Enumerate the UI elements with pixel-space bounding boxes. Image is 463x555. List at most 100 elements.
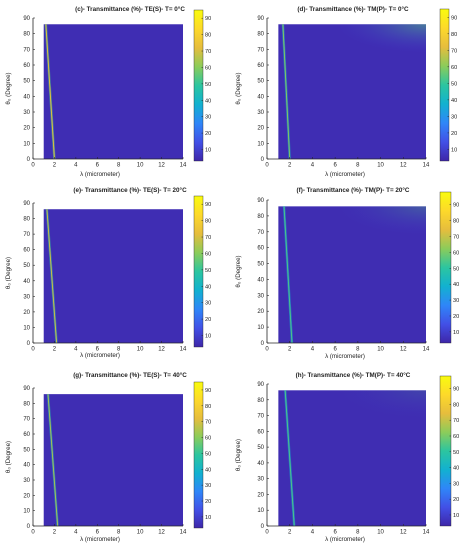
y-axis-label: θ₀ (Degree) xyxy=(5,441,12,473)
y-tick-label: 10 xyxy=(257,141,264,147)
x-tick-label: 0 xyxy=(31,163,35,169)
y-tick-label: 50 xyxy=(23,447,30,453)
y-tick-label: 30 xyxy=(23,478,30,484)
colorbar-tick-label: 90 xyxy=(205,16,211,22)
y-tick-label: 50 xyxy=(257,79,264,85)
y-tick-label: 0 xyxy=(261,524,265,530)
colorbar-tick-label: 20 xyxy=(451,131,457,137)
y-tick-label: 60 xyxy=(23,248,30,254)
y-tick-label: 60 xyxy=(257,429,264,435)
x-axis-label: λ (micrometer) xyxy=(80,536,120,543)
colorbar xyxy=(439,8,450,162)
y-tick-label: 80 xyxy=(257,32,264,38)
colorbar-tick-label: 60 xyxy=(453,250,459,256)
colorbar-tick-label: 40 xyxy=(453,282,459,288)
y-tick-label: 80 xyxy=(257,214,264,220)
x-tick-label: 8 xyxy=(356,347,360,353)
y-tick-label: 60 xyxy=(257,246,264,252)
colorbar-tick-label: 50 xyxy=(205,451,211,457)
panel-h: 0 2 4 6 8 10 12 14 0 10 20 30 40 50 60 70 80 90 (h)- Trans… xyxy=(235,371,459,543)
transmittance-ridge xyxy=(45,24,55,160)
x-tick-label: 0 xyxy=(31,347,35,353)
colorbar-tick-label: 50 xyxy=(453,450,459,456)
y-tick-label: 60 xyxy=(23,63,30,69)
y-tick-label: 70 xyxy=(23,232,30,238)
colorbar-tick-label: 90 xyxy=(453,203,459,209)
y-tick-label: 30 xyxy=(257,477,264,483)
colorbar-tick-label: 50 xyxy=(205,82,211,88)
y-tick-label: 10 xyxy=(23,141,30,147)
x-tick-label: 12 xyxy=(400,530,407,536)
x-tick-label: 4 xyxy=(311,347,315,353)
colorbar-tick-label: 30 xyxy=(205,301,211,307)
x-tick-label: 0 xyxy=(265,163,269,169)
colorbar-tick-label: 40 xyxy=(205,98,211,104)
y-tick-label: 30 xyxy=(257,110,264,116)
colorbar xyxy=(193,9,204,162)
x-tick-label: 0 xyxy=(265,347,269,353)
colorbar-tick-label: 80 xyxy=(453,219,459,225)
y-tick-label: 90 xyxy=(23,386,30,392)
x-tick-label: 6 xyxy=(333,163,337,169)
x-tick-label: 6 xyxy=(96,163,100,169)
x-tick-label: 10 xyxy=(137,163,144,169)
x-axis-label: λ (micrometer) xyxy=(325,171,365,178)
colorbar-tick-label: 20 xyxy=(205,317,211,323)
y-tick-label: 20 xyxy=(257,309,264,315)
colorbar-tick-label: 40 xyxy=(451,98,457,104)
x-tick-label: 14 xyxy=(423,530,430,536)
colorbar xyxy=(193,195,204,348)
y-tick-label: 50 xyxy=(257,262,264,268)
y-tick-label: 0 xyxy=(261,157,265,163)
high-transmittance-region xyxy=(278,24,426,72)
y-axis-label: θ₀ (Degree) xyxy=(235,72,242,104)
y-tick-label: 0 xyxy=(27,524,31,530)
x-tick-label: 14 xyxy=(180,163,187,169)
y-tick-label: 90 xyxy=(23,201,30,207)
y-tick-label: 0 xyxy=(261,341,265,347)
y-tick-label: 10 xyxy=(257,508,264,514)
colorbar-tick-label: 90 xyxy=(451,15,457,21)
y-tick-label: 80 xyxy=(23,401,30,407)
colorbar-tick-label: 10 xyxy=(451,147,457,153)
colorbar-tick-label: 40 xyxy=(453,466,459,472)
y-tick-label: 80 xyxy=(23,32,30,38)
y-tick-label: 10 xyxy=(257,325,264,331)
colorbar-tick-label: 90 xyxy=(205,388,211,394)
x-tick-label: 0 xyxy=(265,530,269,536)
colorbar-tick-label: 30 xyxy=(205,483,211,489)
y-tick-label: 30 xyxy=(23,294,30,300)
y-tick-label: 30 xyxy=(257,293,264,299)
y-tick-label: 40 xyxy=(23,279,30,285)
colorbar-tick-label: 40 xyxy=(205,467,211,473)
colorbar-tick-label: 60 xyxy=(205,251,211,257)
x-tick-label: 10 xyxy=(137,530,144,536)
y-tick-label: 70 xyxy=(257,230,264,236)
y-tick-label: 20 xyxy=(23,126,30,132)
heatmap-field xyxy=(43,24,183,160)
x-tick-label: 14 xyxy=(180,347,187,353)
y-tick-label: 20 xyxy=(23,310,30,316)
colorbar-tick-label: 50 xyxy=(205,268,211,274)
y-tick-label: 40 xyxy=(23,94,30,100)
x-tick-label: 14 xyxy=(423,163,430,169)
y-tick-label: 0 xyxy=(27,341,31,347)
y-tick-label: 10 xyxy=(23,509,30,515)
x-tick-label: 8 xyxy=(356,163,360,169)
colorbar-tick-label: 10 xyxy=(205,148,211,154)
x-tick-label: 0 xyxy=(31,530,35,536)
chart-title: (f)- Transmittance (%)- TM(P)- T= 20°C xyxy=(297,186,410,194)
x-tick-label: 8 xyxy=(117,530,121,536)
colorbar-tick-label: 20 xyxy=(453,497,459,503)
colorbar-tick-label: 50 xyxy=(453,266,459,272)
x-tick-label: 10 xyxy=(137,347,144,353)
colorbar-tick-label: 80 xyxy=(205,33,211,39)
y-tick-label: 60 xyxy=(23,432,30,438)
transmittance-ridge xyxy=(283,206,293,344)
x-tick-label: 2 xyxy=(288,347,292,353)
heatmap-field xyxy=(43,209,183,343)
panel-g: 0 2 4 6 8 10 12 14 0 10 20 30 40 50 60 70 80 90 (g)- Trans… xyxy=(5,371,211,543)
colorbar-tick-label: 60 xyxy=(453,434,459,440)
